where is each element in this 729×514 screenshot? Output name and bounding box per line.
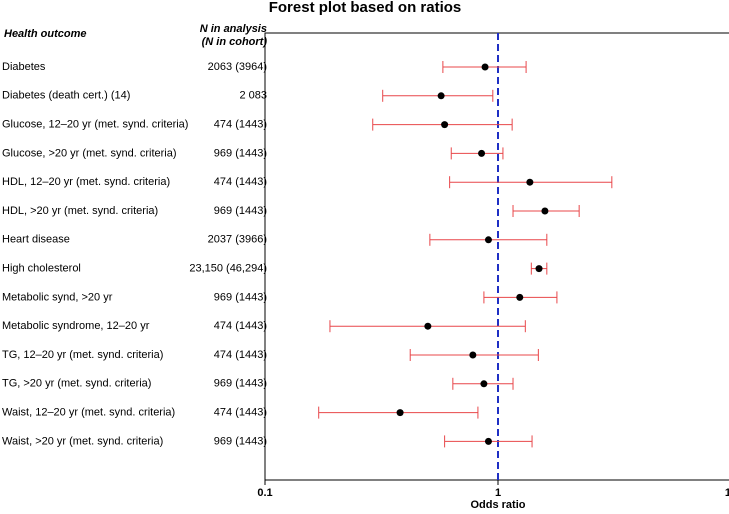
- chart-title: Forest plot based on ratios: [269, 0, 462, 16]
- category-label: Diabetes (death cert.) (14): [2, 90, 130, 102]
- point: [469, 351, 477, 359]
- category-header: Health outcome: [4, 28, 87, 40]
- point: [437, 92, 445, 100]
- n-label: 969 (1443): [214, 205, 267, 217]
- category-label: TG, 12–20 yr (met. synd. criteria): [2, 349, 163, 361]
- point: [396, 409, 404, 417]
- n-label: 474 (1443): [214, 119, 267, 131]
- n-label: 2037 (3966): [208, 234, 267, 246]
- category-label: Diabetes: [2, 61, 46, 73]
- x-axis-label: Odds ratio: [470, 499, 525, 511]
- n-label: 969 (1443): [214, 435, 267, 447]
- n-label: 969 (1443): [214, 291, 267, 303]
- point: [484, 437, 492, 445]
- x-tick-label: 10: [725, 487, 729, 499]
- point: [424, 322, 432, 330]
- n-label: 474 (1443): [214, 320, 267, 332]
- x-tick-label: 0.1: [257, 487, 272, 499]
- category-label: Metabolic syndrome, 12–20 yr: [2, 320, 150, 332]
- n-header: N in analysis: [200, 23, 267, 35]
- category-label: Waist, 12–20 yr (met. synd. criteria): [2, 407, 175, 419]
- category-label: Glucose, >20 yr (met. synd. criteria): [2, 147, 177, 159]
- n-label: 969 (1443): [214, 378, 267, 390]
- point: [535, 265, 543, 273]
- category-label: Metabolic synd, >20 yr: [2, 291, 113, 303]
- category-label: Heart disease: [2, 234, 70, 246]
- x-tick-label: 1: [495, 487, 501, 499]
- point: [484, 236, 492, 244]
- n-label: 2 083: [239, 90, 267, 102]
- point: [481, 63, 489, 71]
- category-label: High cholesterol: [2, 263, 81, 275]
- point: [480, 380, 488, 388]
- n-label: 2063 (3964): [208, 61, 267, 73]
- point: [516, 293, 524, 301]
- point: [478, 149, 486, 157]
- n-label: 969 (1443): [214, 147, 267, 159]
- category-label: Glucose, 12–20 yr (met. synd. criteria): [2, 119, 188, 131]
- n-header: (N in cohort): [202, 36, 268, 48]
- category-label: TG, >20 yr (met. synd. criteria): [2, 378, 151, 390]
- point: [526, 178, 534, 186]
- category-label: Waist, >20 yr (met. synd. criteria): [2, 435, 163, 447]
- plot-frame: [264, 32, 729, 481]
- category-label: HDL, >20 yr (met. synd. criteria): [2, 205, 158, 217]
- n-label: 474 (1443): [214, 407, 267, 419]
- category-label: HDL, 12–20 yr (met. synd. criteria): [2, 176, 170, 188]
- point: [541, 207, 549, 215]
- point: [441, 121, 449, 129]
- n-label: 23,150 (46,294): [189, 263, 267, 275]
- n-label: 474 (1443): [214, 176, 267, 188]
- n-label: 474 (1443): [214, 349, 267, 361]
